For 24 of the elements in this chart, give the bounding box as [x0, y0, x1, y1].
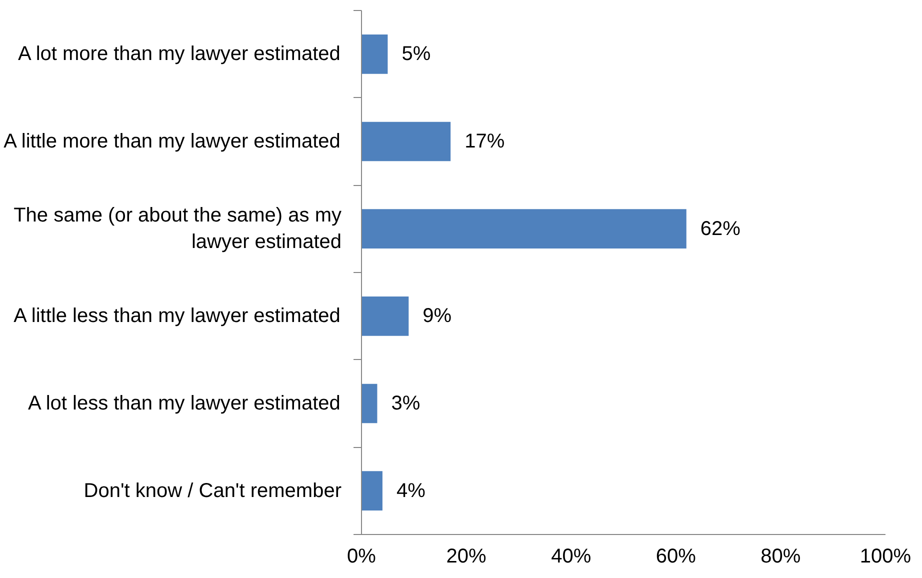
data-label: 9%	[422, 305, 452, 328]
y-tick-label: The same (or about the same) as my lawyer estimated	[14, 204, 342, 254]
bar	[362, 209, 686, 248]
x-tick-label: 0%	[347, 546, 376, 568]
x-tick-label: 20%	[446, 546, 487, 568]
y-tick-label: A little less than my lawyer estimated	[14, 305, 340, 328]
bar	[362, 296, 409, 336]
x-tick-label: 80%	[760, 546, 801, 568]
bar	[362, 384, 378, 424]
data-label: 62%	[700, 218, 741, 240]
y-tick-label: Don't know / Can't remember	[84, 480, 342, 502]
y-tick-label: A lot less than my lawyer estimated	[28, 392, 340, 414]
data-label: 3%	[391, 392, 420, 414]
x-tick-label: 40%	[551, 546, 592, 568]
bar	[362, 122, 451, 162]
data-label: 17%	[464, 130, 505, 152]
data-label: 4%	[396, 480, 426, 502]
x-tick-label: 100%	[860, 546, 912, 568]
bar	[362, 471, 382, 510]
y-tick-label: A lot more than my lawyer estimated	[18, 43, 340, 66]
data-label: 5%	[402, 43, 431, 66]
y-tick-label: A little more than my lawyer estimated	[4, 130, 340, 152]
bar	[362, 34, 388, 74]
x-tick-label: 60%	[656, 546, 696, 568]
